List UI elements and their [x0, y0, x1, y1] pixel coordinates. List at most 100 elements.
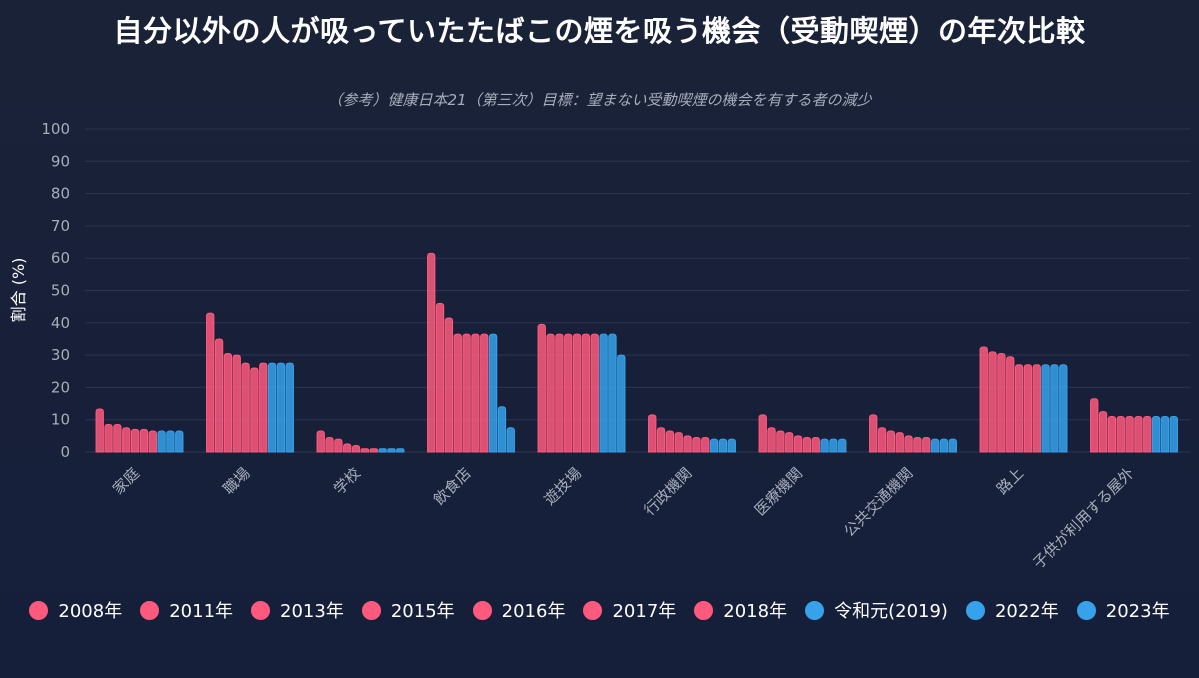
bar[interactable]: 行政機関 / 2023年: 4%	[727, 438, 736, 453]
bar[interactable]: 飲食店 / 2011年: 46%	[435, 302, 445, 453]
bar[interactable]: 職場 / 2008年: 43%	[206, 312, 215, 453]
bar[interactable]: 医療機関 / 2013年: 6.5%	[776, 430, 785, 453]
legend-item[interactable]: 2011年	[140, 596, 233, 624]
legend-item[interactable]: 2016年	[472, 596, 565, 624]
bar[interactable]: 職場 / 2017年: 26%	[250, 367, 259, 453]
bar[interactable]: 職場 / 2013年: 30.5%	[223, 352, 233, 453]
bar[interactable]: 職場 / 2018年: 27.5%	[259, 362, 268, 453]
bar[interactable]: 職場 / 2015年: 30%	[232, 354, 241, 453]
bar[interactable]: 子供が利用する屋外 / 令和元(2019): 11%	[1151, 415, 1161, 453]
bar[interactable]: 学校 / 2017年: 1%	[360, 448, 370, 453]
bar[interactable]: 路上 / 2013年: 30.5%	[997, 352, 1006, 453]
bar[interactable]: 路上 / 2016年: 27%	[1014, 364, 1024, 453]
legend-item[interactable]: 2023年	[1076, 596, 1170, 624]
bar[interactable]: 遊技場 / 2015年: 36.5%	[564, 333, 573, 453]
bar[interactable]: 医療機関 / 2011年: 7.5%	[767, 427, 776, 453]
bar[interactable]: 飲食店 / 2023年: 7.5%	[506, 427, 515, 453]
bar[interactable]: 行政機関 / 2015年: 6%	[674, 432, 683, 453]
bar[interactable]: 家庭 / 2008年: 13.3%	[95, 408, 104, 453]
bar[interactable]: 子供が利用する屋外 / 2016年: 11%	[1125, 415, 1134, 453]
bar[interactable]: 医療機関 / 2022年: 4%	[829, 438, 838, 453]
legend-item[interactable]: 2015年	[361, 596, 455, 624]
bar[interactable]: 行政機関 / 令和元(2019): 4%	[709, 438, 719, 453]
bar[interactable]: 飲食店 / 2022年: 14%	[497, 406, 507, 453]
bar[interactable]: 遊技場 / 2011年: 36.5%	[546, 333, 555, 453]
bar[interactable]: 職場 / 令和元(2019): 27.5%	[267, 362, 277, 453]
legend-item[interactable]: 2018年	[694, 596, 787, 624]
bar[interactable]: 家庭 / 2018年: 6.5%	[148, 430, 157, 453]
bar[interactable]: 遊技場 / 2013年: 36.5%	[555, 333, 564, 453]
bar[interactable]: 公共交通機関 / 2022年: 4%	[939, 438, 949, 453]
bar[interactable]: 家庭 / 2016年: 7%	[130, 428, 140, 453]
bar[interactable]: 子供が利用する屋外 / 2017年: 11%	[1134, 415, 1143, 453]
bar[interactable]: 公共交通機関 / 2008年: 11.5%	[869, 414, 878, 453]
bar[interactable]: 子供が利用する屋外 / 2023年: 11%	[1169, 415, 1178, 453]
bar[interactable]: 行政機関 / 2016年: 5%	[683, 435, 692, 453]
bar[interactable]: 学校 / 2013年: 4%	[334, 438, 343, 453]
bar[interactable]: 路上 / 2008年: 32.5%	[979, 346, 988, 453]
bar[interactable]: 子供が利用する屋外 / 2013年: 11%	[1107, 415, 1117, 453]
bar[interactable]: 職場 / 2023年: 27.5%	[285, 362, 294, 453]
bar[interactable]: 遊技場 / 令和元(2019): 36.5%	[599, 333, 608, 453]
bar[interactable]: 医療機関 / 2016年: 5%	[793, 435, 803, 453]
bar[interactable]: 飲食店 / 2017年: 36.5%	[471, 333, 480, 453]
bar[interactable]: 子供が利用する屋外 / 2022年: 11%	[1160, 415, 1170, 453]
bar[interactable]: 学校 / 2023年: 1%	[396, 448, 405, 453]
bar[interactable]: 学校 / 2008年: 6.5%	[316, 430, 325, 453]
bar[interactable]: 行政機関 / 2022年: 4%	[718, 438, 728, 453]
legend-item[interactable]: 2008年	[29, 596, 122, 624]
bar[interactable]: 家庭 / 2022年: 6.5%	[166, 430, 175, 453]
bar[interactable]: 公共交通機関 / 2017年: 4.5%	[913, 436, 922, 453]
bar[interactable]: 飲食店 / 2013年: 41.5%	[444, 317, 454, 453]
bar[interactable]: 公共交通機関 / 2011年: 7.5%	[877, 427, 887, 453]
bar[interactable]: 子供が利用する屋外 / 2015年: 11%	[1116, 415, 1125, 453]
bar[interactable]: 家庭 / 2017年: 7%	[139, 428, 149, 453]
bar[interactable]: 家庭 / 2015年: 7.5%	[122, 427, 131, 453]
bar[interactable]: 路上 / 2018年: 27%	[1032, 364, 1041, 453]
bar[interactable]: 路上 / 2011年: 31%	[988, 351, 997, 453]
bar[interactable]: 遊技場 / 2016年: 36.5%	[572, 333, 582, 453]
bar[interactable]: 家庭 / 2013年: 8.5%	[113, 424, 122, 453]
bar[interactable]: 医療機関 / 2023年: 4%	[838, 438, 847, 453]
bar[interactable]: 公共交通機関 / 2013年: 6.5%	[886, 430, 896, 453]
bar[interactable]: 飲食店 / 令和元(2019): 36.5%	[488, 333, 498, 453]
bar[interactable]: 医療機関 / 令和元(2019): 4%	[820, 438, 829, 453]
bar[interactable]: 飲食店 / 2018年: 36.5%	[480, 333, 489, 453]
bar[interactable]: 子供が利用する屋外 / 2018年: 11%	[1143, 415, 1152, 453]
bar[interactable]: 学校 / 2016年: 2%	[351, 445, 361, 453]
bar[interactable]: 飲食店 / 2016年: 36.5%	[462, 333, 471, 453]
bar[interactable]: 行政機関 / 2017年: 4.5%	[692, 436, 701, 453]
bar[interactable]: 家庭 / 2023年: 6.5%	[175, 430, 184, 453]
bar[interactable]: 遊技場 / 2023年: 30%	[617, 354, 626, 453]
bar[interactable]: 遊技場 / 2017年: 36.5%	[581, 333, 591, 453]
bar[interactable]: 学校 / 令和元(2019): 1%	[378, 448, 387, 453]
bar[interactable]: 家庭 / 令和元(2019): 6.5%	[157, 430, 166, 453]
bar[interactable]: 公共交通機関 / 2016年: 5%	[904, 435, 913, 453]
legend-item[interactable]: 2017年	[583, 596, 676, 624]
bar[interactable]: 学校 / 2018年: 1%	[369, 448, 378, 453]
bar[interactable]: 飲食店 / 2008年: 61.5%	[427, 252, 436, 453]
bar[interactable]: 子供が利用する屋外 / 2011年: 12.5%	[1098, 411, 1108, 453]
bar[interactable]: 子供が利用する屋外 / 2008年: 16.5%	[1090, 398, 1099, 453]
bar[interactable]: 行政機関 / 2018年: 4.5%	[701, 436, 710, 453]
legend-item[interactable]: 2013年	[251, 596, 344, 624]
bar[interactable]: 公共交通機関 / 2018年: 4.5%	[922, 436, 931, 453]
bar[interactable]: 職場 / 2016年: 27.5%	[241, 362, 250, 453]
legend-item[interactable]: 2022年	[965, 596, 1059, 624]
bar[interactable]: 学校 / 2015年: 2.5%	[343, 443, 352, 453]
bar[interactable]: 医療機関 / 2018年: 4.5%	[811, 436, 820, 453]
bar[interactable]: 公共交通機関 / 2015年: 6%	[895, 432, 904, 453]
bar[interactable]: 職場 / 2022年: 27.5%	[276, 362, 286, 453]
bar[interactable]: 路上 / 2022年: 27%	[1050, 364, 1059, 453]
bar[interactable]: 職場 / 2011年: 35%	[214, 338, 224, 453]
bar[interactable]: 遊技場 / 2022年: 36.5%	[608, 333, 617, 453]
bar[interactable]: 飲食店 / 2015年: 36.5%	[453, 333, 462, 453]
bar[interactable]: 行政機関 / 2008年: 11.5%	[648, 414, 657, 453]
bar[interactable]: 行政機関 / 2011年: 7.5%	[656, 427, 666, 453]
bar[interactable]: 遊技場 / 2018年: 36.5%	[590, 333, 599, 453]
bar[interactable]: 路上 / 2015年: 29.5%	[1006, 356, 1015, 453]
bar[interactable]: 公共交通機関 / 2023年: 4%	[948, 438, 957, 453]
legend-item[interactable]: 令和元(2019)	[805, 596, 948, 624]
bar[interactable]: 公共交通機関 / 令和元(2019): 4%	[930, 438, 940, 453]
bar[interactable]: 医療機関 / 2015年: 6%	[785, 432, 794, 453]
